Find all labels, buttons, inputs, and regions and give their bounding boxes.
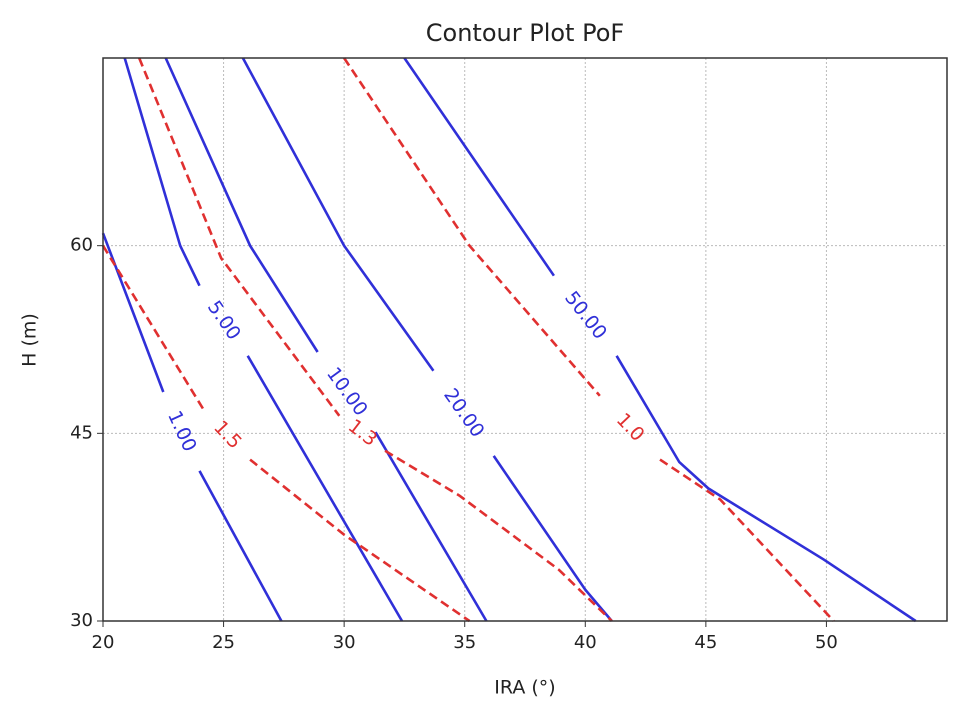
x-tick-label: 20 (92, 632, 115, 653)
x-axis-label: IRA (°) (494, 677, 555, 699)
x-tick-label: 30 (333, 632, 356, 653)
chart-title: Contour Plot PoF (426, 19, 624, 47)
y-tick-label: 60 (70, 235, 93, 256)
contour-line (343, 57, 835, 622)
x-tick-label: 45 (694, 632, 717, 653)
x-tick-label: 50 (815, 632, 838, 653)
contour-line (101, 245, 471, 623)
contour-label: 1.5 (209, 416, 246, 453)
contour-label: 1.0 (612, 409, 649, 446)
contour-line (164, 57, 488, 622)
x-tick-label: 25 (212, 632, 235, 653)
contour-line (241, 57, 613, 622)
contour-label: 1.00 (163, 407, 201, 455)
y-tick-label: 45 (70, 422, 93, 443)
contour-line (137, 57, 613, 622)
plot-frame (102, 57, 948, 622)
contour-line (403, 57, 917, 623)
x-tick-label: 35 (453, 632, 476, 653)
y-axis-label: H (m) (19, 313, 41, 367)
contour-label: 10.00 (322, 363, 372, 420)
x-tick-label: 40 (574, 632, 597, 653)
contour-line (123, 57, 404, 622)
contour-label: 1.3 (344, 415, 381, 451)
y-tick-label: 30 (70, 610, 93, 631)
contour-label: 5.00 (203, 297, 245, 344)
